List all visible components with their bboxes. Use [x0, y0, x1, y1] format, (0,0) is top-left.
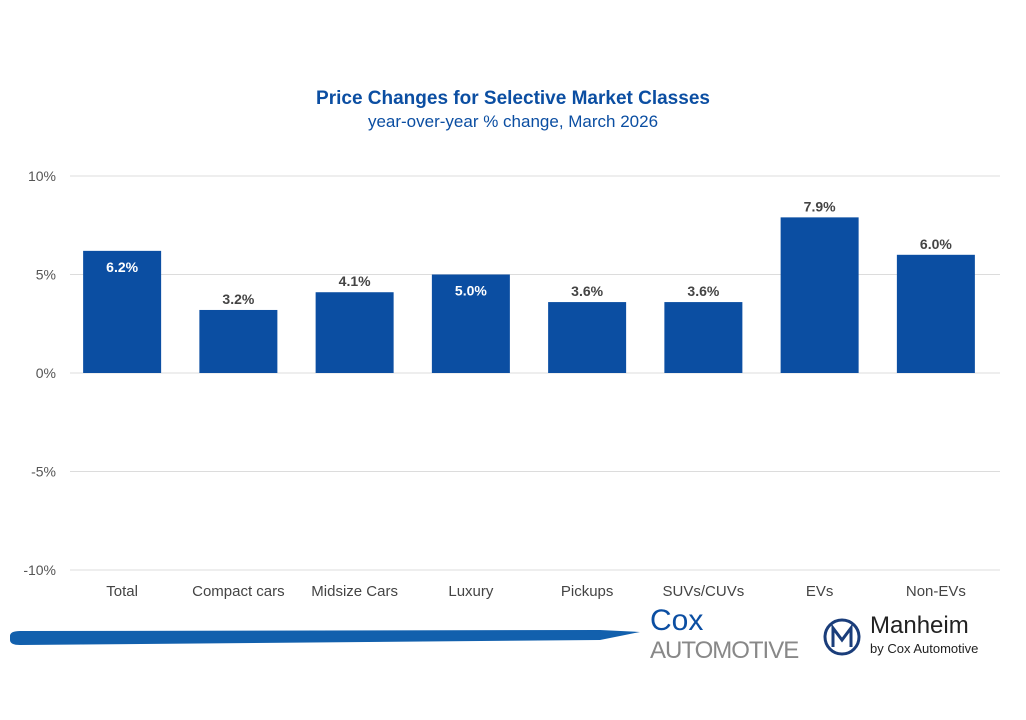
brush-stroke: [10, 630, 640, 645]
bar: [664, 302, 743, 373]
x-tick-label: Midsize Cars: [311, 583, 398, 600]
bar: [896, 254, 975, 373]
x-tick-label: Pickups: [561, 583, 614, 600]
y-tick-label: -10%: [23, 562, 56, 578]
bar: [83, 250, 162, 373]
y-tick-label: 0%: [36, 365, 56, 381]
x-tick-label: Non-EVs: [906, 583, 966, 600]
data-label: 3.2%: [222, 291, 254, 307]
data-label: 3.6%: [571, 283, 603, 299]
bar: [548, 302, 627, 373]
manheim-logo-icon: [823, 618, 861, 656]
data-label: 5.0%: [455, 283, 487, 299]
x-tick-label: Total: [106, 583, 138, 600]
x-tick-label: Compact cars: [192, 583, 285, 600]
data-label: 3.6%: [687, 283, 719, 299]
data-label: 4.1%: [339, 273, 371, 289]
chart-title: Price Changes for Selective Market Class…: [316, 88, 710, 109]
data-label: 6.2%: [106, 259, 138, 275]
bar: [780, 217, 859, 373]
x-tick-label: SUVs/CUVs: [663, 583, 745, 600]
cox-logo: Cox: [650, 604, 704, 637]
x-tick-label: Luxury: [448, 583, 494, 600]
y-tick-label: -5%: [31, 464, 56, 480]
manheim-subtext: by Cox Automotive: [870, 641, 979, 656]
bar: [431, 274, 510, 373]
manheim-logo-text: Manheim: [870, 612, 969, 639]
bar: [199, 309, 278, 373]
data-label: 7.9%: [804, 198, 836, 214]
x-tick-label: EVs: [806, 583, 834, 600]
chart-subtitle: year-over-year % change, March 2026: [367, 112, 659, 131]
automotive-logo: Automotive: [650, 637, 799, 664]
y-tick-label: 5%: [36, 267, 56, 283]
bar: [315, 292, 394, 373]
y-tick-label: 10%: [28, 168, 56, 184]
data-label: 6.0%: [920, 236, 952, 252]
